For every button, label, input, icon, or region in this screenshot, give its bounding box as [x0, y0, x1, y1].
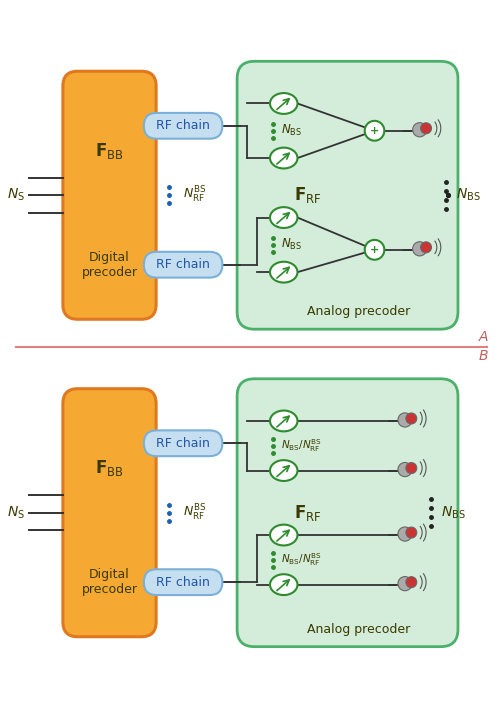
Circle shape: [406, 577, 417, 588]
Circle shape: [420, 122, 432, 134]
Circle shape: [398, 413, 412, 427]
FancyBboxPatch shape: [144, 570, 222, 595]
Text: Digital
precoder: Digital precoder: [82, 568, 138, 596]
FancyBboxPatch shape: [63, 389, 156, 636]
Text: RF chain: RF chain: [156, 576, 210, 589]
Circle shape: [406, 413, 417, 424]
FancyBboxPatch shape: [237, 61, 458, 329]
Text: $N_{\mathrm{S}}$: $N_{\mathrm{S}}$: [6, 187, 25, 203]
Circle shape: [398, 527, 412, 541]
Ellipse shape: [270, 207, 297, 228]
Text: $N_{\mathrm{BS}}$: $N_{\mathrm{BS}}$: [282, 237, 302, 253]
Text: $N_{\mathrm{RF}}^{\mathrm{BS}}$: $N_{\mathrm{RF}}^{\mathrm{BS}}$: [183, 503, 206, 523]
Text: $\mathbf{F}_{\mathrm{BB}}$: $\mathbf{F}_{\mathrm{BB}}$: [95, 141, 124, 161]
Text: $N_{\mathrm{RF}}^{\mathrm{BS}}$: $N_{\mathrm{RF}}^{\mathrm{BS}}$: [183, 185, 206, 206]
FancyBboxPatch shape: [144, 113, 222, 139]
Text: RF chain: RF chain: [156, 258, 210, 271]
FancyBboxPatch shape: [237, 379, 458, 647]
Text: Analog precoder: Analog precoder: [307, 306, 410, 318]
Ellipse shape: [270, 460, 297, 481]
Text: RF chain: RF chain: [156, 119, 210, 132]
Circle shape: [398, 463, 412, 477]
Text: $\mathbf{F}_{\mathrm{BB}}$: $\mathbf{F}_{\mathrm{BB}}$: [95, 458, 124, 478]
Text: $N_{\mathrm{BS}}$: $N_{\mathrm{BS}}$: [282, 123, 302, 138]
Text: $N_{\mathrm{BS}}/N_{\mathrm{RF}}^{\mathrm{BS}}$: $N_{\mathrm{BS}}/N_{\mathrm{RF}}^{\mathr…: [282, 551, 322, 568]
Circle shape: [412, 122, 426, 137]
Circle shape: [364, 121, 384, 141]
Circle shape: [364, 240, 384, 260]
FancyBboxPatch shape: [144, 252, 222, 277]
Text: $N_{\mathrm{BS}}$: $N_{\mathrm{BS}}$: [441, 505, 466, 521]
Circle shape: [398, 577, 412, 591]
Text: $N_{\mathrm{S}}$: $N_{\mathrm{S}}$: [6, 505, 25, 521]
Circle shape: [420, 242, 432, 253]
Text: +: +: [370, 245, 379, 255]
Text: RF chain: RF chain: [156, 436, 210, 450]
Text: $N_{\mathrm{BS}}$: $N_{\mathrm{BS}}$: [456, 187, 480, 203]
Ellipse shape: [270, 148, 297, 168]
Text: +: +: [370, 126, 379, 136]
Circle shape: [412, 241, 426, 256]
Ellipse shape: [270, 574, 297, 595]
Circle shape: [406, 463, 417, 474]
Text: $N_{\mathrm{BS}}/N_{\mathrm{RF}}^{\mathrm{BS}}$: $N_{\mathrm{BS}}/N_{\mathrm{RF}}^{\mathr…: [282, 437, 322, 454]
Ellipse shape: [270, 524, 297, 546]
Text: Digital
precoder: Digital precoder: [82, 251, 138, 279]
Ellipse shape: [270, 93, 297, 114]
Circle shape: [406, 527, 417, 538]
Ellipse shape: [270, 410, 297, 432]
Text: Analog precoder: Analog precoder: [307, 623, 410, 636]
Text: A: A: [478, 329, 488, 344]
Ellipse shape: [270, 262, 297, 282]
Text: $\mathbf{F}_{\mathrm{RF}}$: $\mathbf{F}_{\mathrm{RF}}$: [294, 503, 322, 523]
Text: B: B: [478, 349, 488, 363]
Text: $\mathbf{F}_{\mathrm{RF}}$: $\mathbf{F}_{\mathrm{RF}}$: [294, 185, 322, 206]
FancyBboxPatch shape: [144, 430, 222, 456]
FancyBboxPatch shape: [63, 71, 156, 319]
